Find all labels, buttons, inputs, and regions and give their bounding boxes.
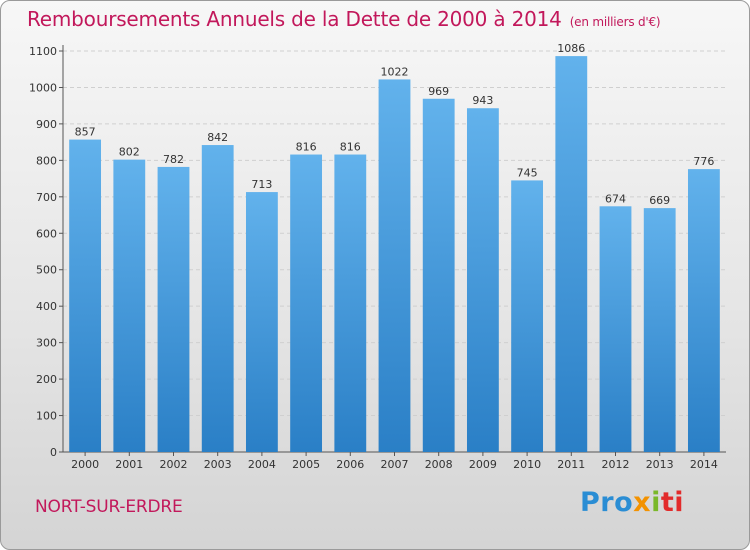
x-tick-label: 2013 — [646, 458, 674, 471]
y-tick-label: 300 — [36, 337, 57, 350]
bar-value-label: 943 — [472, 94, 493, 107]
bar-value-label: 669 — [649, 194, 670, 207]
x-tick-label: 2004 — [248, 458, 276, 471]
chart-title: Remboursements Annuels de la Dette de 20… — [27, 7, 661, 31]
proxiti-logo: Proxiti — [580, 487, 684, 518]
city-name: NORT-SUR-ERDRE — [35, 497, 183, 517]
bar-value-label: 816 — [340, 141, 361, 154]
y-tick-label: 800 — [36, 154, 57, 167]
x-tick-label: 2002 — [160, 458, 188, 471]
bar-value-label: 745 — [517, 166, 538, 179]
bar-value-label: 842 — [207, 131, 228, 144]
y-tick-label: 0 — [50, 446, 57, 459]
bar — [245, 192, 278, 452]
logo-part-pro: Pro — [580, 487, 634, 518]
logo-part-i: i — [651, 487, 661, 518]
bar — [201, 145, 234, 452]
x-tick-label: 2008 — [425, 458, 453, 471]
bar — [555, 56, 588, 452]
bar — [643, 208, 676, 452]
x-tick-label: 2009 — [469, 458, 497, 471]
y-tick-label: 100 — [36, 410, 57, 423]
bar-value-label: 816 — [296, 141, 317, 154]
bar — [422, 98, 455, 452]
bar — [599, 206, 632, 452]
bar-value-label: 713 — [251, 178, 272, 191]
x-tick-label: 2006 — [336, 458, 364, 471]
y-tick-label: 700 — [36, 191, 57, 204]
bar-value-label: 969 — [428, 85, 449, 98]
x-tick-label: 2012 — [602, 458, 630, 471]
y-tick-label: 200 — [36, 373, 57, 386]
bar — [69, 139, 102, 453]
bar-value-label: 1022 — [381, 65, 409, 78]
bar-value-label: 857 — [75, 126, 96, 139]
x-tick-label: 2003 — [204, 458, 232, 471]
bar-value-label: 782 — [163, 153, 184, 166]
chart-title-text: Remboursements Annuels de la Dette de 20… — [27, 7, 562, 31]
bar-value-label: 1086 — [557, 42, 585, 55]
bar — [687, 169, 720, 452]
bar — [334, 154, 367, 452]
chart-subtitle: (en milliers d'€) — [569, 15, 661, 29]
x-tick-label: 2000 — [71, 458, 99, 471]
bar-value-label: 674 — [605, 192, 626, 205]
x-tick-label: 2010 — [513, 458, 541, 471]
x-tick-label: 2007 — [381, 458, 409, 471]
bar — [157, 166, 190, 452]
logo-part-x: x — [633, 487, 652, 518]
logo-part-ti: ti — [660, 487, 685, 518]
y-tick-label: 500 — [36, 264, 57, 277]
bar — [290, 154, 323, 452]
bar-value-label: 776 — [693, 155, 714, 168]
x-tick-label: 2005 — [292, 458, 320, 471]
y-tick-label: 600 — [36, 227, 57, 240]
y-tick-label: 400 — [36, 300, 57, 313]
bar — [511, 180, 544, 452]
y-tick-label: 1100 — [29, 45, 57, 58]
bar — [113, 159, 146, 452]
x-tick-label: 2001 — [115, 458, 143, 471]
bar-value-label: 802 — [119, 146, 140, 159]
bar — [378, 79, 411, 453]
x-tick-label: 2014 — [690, 458, 718, 471]
x-tick-label: 2011 — [557, 458, 585, 471]
y-tick-label: 1000 — [29, 81, 57, 94]
bar — [466, 108, 499, 452]
y-tick-label: 900 — [36, 118, 57, 131]
